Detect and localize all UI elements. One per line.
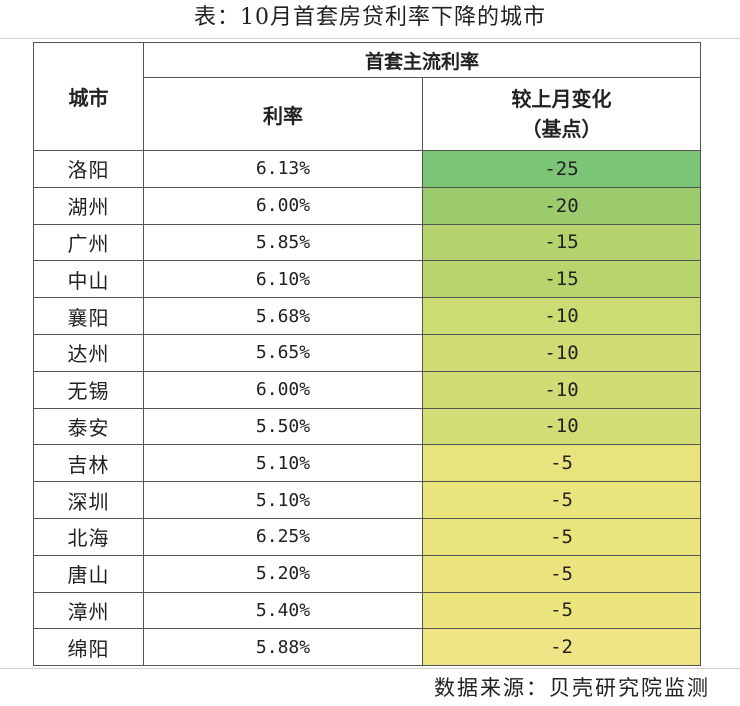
change-cell: -5	[421, 591, 702, 630]
table-row: 绵阳 5.88% -2	[33, 628, 702, 667]
change-cell: -2	[421, 628, 702, 667]
city-cell: 漳州	[33, 591, 144, 630]
table-body: 洛阳 6.13% -25 湖州 6.00% -20 广州 5.85% -15 中山 6.10% -15…	[33, 150, 702, 667]
city-cell: 无锡	[33, 370, 144, 409]
rate-cell: 5.40%	[143, 591, 423, 630]
table-row: 深圳 5.10% -5	[33, 481, 702, 519]
city-cell: 绵阳	[33, 628, 144, 667]
rate-cell: 6.10%	[143, 260, 423, 299]
change-cell: -10	[421, 297, 702, 335]
header-change: 较上月变化 （基点）	[421, 77, 702, 151]
table-row: 唐山 5.20% -5	[33, 554, 702, 593]
table-title: 表：10月首套房贷利率下降的城市	[194, 5, 546, 30]
rate-table: 城市 首套主流利率 利率 较上月变化 （基点） 洛阳 6.13% -25 湖州 6.00…	[33, 42, 702, 667]
rate-cell: 6.25%	[143, 517, 423, 556]
rate-cell: 5.50%	[143, 407, 423, 446]
table-row: 漳州 5.40% -5	[33, 591, 702, 630]
city-cell: 唐山	[33, 554, 144, 593]
header-city: 城市	[33, 42, 144, 151]
table-row: 无锡 6.00% -10	[33, 370, 702, 409]
city-cell: 北海	[33, 517, 144, 556]
change-cell: -10	[421, 370, 702, 409]
header-change-unit: （基点）	[521, 117, 602, 141]
city-cell: 中山	[33, 260, 144, 299]
table-row: 达州 5.65% -10	[33, 333, 702, 372]
city-cell: 湖州	[33, 186, 144, 225]
header-change-label: 较上月变化	[511, 87, 612, 111]
city-cell: 广州	[33, 223, 144, 262]
rate-cell: 5.85%	[143, 223, 423, 262]
rate-cell: 5.65%	[143, 333, 423, 372]
rate-cell: 6.00%	[143, 186, 423, 225]
table-row: 洛阳 6.13% -25	[33, 150, 702, 188]
header-group: 首套主流利率	[142, 42, 702, 78]
rate-cell: 5.20%	[143, 554, 423, 593]
rate-cell: 6.00%	[143, 370, 423, 409]
change-cell: -25	[421, 150, 702, 188]
table-row: 泰安 5.50% -10	[33, 407, 702, 446]
city-cell: 襄阳	[33, 297, 144, 335]
change-cell: -20	[421, 186, 702, 225]
rate-cell: 6.13%	[143, 150, 423, 188]
city-cell: 深圳	[33, 481, 144, 519]
source-divider	[0, 668, 740, 669]
change-cell: -15	[421, 223, 702, 262]
table-row: 广州 5.85% -15	[33, 223, 702, 262]
change-cell: -5	[421, 517, 702, 556]
change-cell: -5	[421, 481, 702, 519]
rate-cell: 5.10%	[143, 444, 423, 483]
table-row: 湖州 6.00% -20	[33, 186, 702, 225]
city-cell: 洛阳	[33, 150, 144, 188]
title-divider	[0, 38, 740, 39]
source-note: 数据来源：贝壳研究院监测	[434, 676, 710, 700]
table-row: 北海 6.25% -5	[33, 517, 702, 556]
rate-cell: 5.10%	[143, 481, 423, 519]
table-row: 中山 6.10% -15	[33, 260, 702, 299]
city-cell: 吉林	[33, 444, 144, 483]
table-row: 吉林 5.10% -5	[33, 444, 702, 483]
change-cell: -5	[421, 444, 702, 483]
rate-cell: 5.68%	[143, 297, 423, 335]
rate-cell: 5.88%	[143, 628, 423, 667]
change-cell: -10	[421, 407, 702, 446]
change-cell: -15	[421, 260, 702, 299]
city-cell: 泰安	[33, 407, 144, 446]
header-rate: 利率	[143, 77, 423, 151]
table-row: 襄阳 5.68% -10	[33, 297, 702, 335]
change-cell: -10	[421, 333, 702, 372]
city-cell: 达州	[33, 333, 144, 372]
change-cell: -5	[421, 554, 702, 593]
